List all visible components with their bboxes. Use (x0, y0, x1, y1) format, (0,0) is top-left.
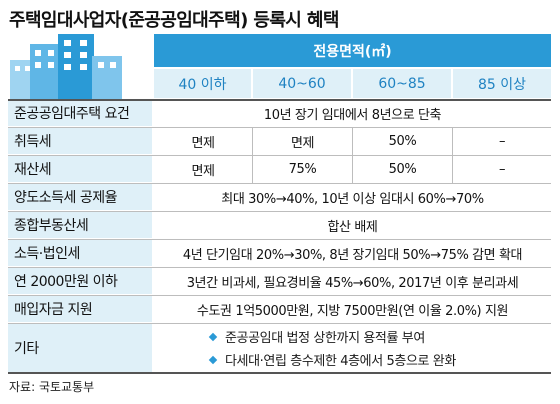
area-col-4: 85 이상 (453, 69, 551, 98)
diamond-bullet-icon (208, 332, 218, 341)
cell-property-tax-2: 75% (288, 162, 317, 177)
cell-property-tax-3: 50% (388, 162, 417, 177)
list-item: 준공공임대 법정 상한까지 용적률 부여 (208, 325, 456, 348)
cell-transfer-tax: 최대 30%→40%, 10년 이상 임대시 60%→70% (221, 192, 484, 207)
cell-property-tax-1: 면제 (191, 164, 215, 179)
area-col-3: 60~85 (353, 69, 451, 98)
row-label-rental-income: 연 2000만원 이하 (8, 268, 152, 294)
cell-acquisition-tax-3: 50% (388, 134, 417, 149)
row-label-requirement: 준공공임대주택 요건 (8, 100, 152, 126)
source-note: 자료: 국토교통부 (9, 380, 95, 394)
cell-acquisition-tax-4: – (498, 134, 506, 149)
row-label-income-tax: 소득·법인세 (8, 240, 152, 266)
row-label-purchase-fund: 매입자금 지원 (8, 296, 152, 322)
apartment-buildings-icon (10, 34, 122, 102)
area-header: 전용면적(㎡) (154, 34, 551, 67)
row-label-real-estate-tax: 종합부동산세 (8, 212, 152, 238)
list-item: 다세대·연립 층수제한 4층에서 5층으로 완화 (208, 348, 456, 371)
row-label-property-tax: 재산세 (8, 156, 152, 182)
cell-requirement: 10년 장기 임대에서 8년으로 단축 (263, 108, 442, 123)
area-col-1: 40 이하 (154, 69, 251, 98)
diamond-bullet-icon (208, 355, 218, 364)
cell-acquisition-tax-1: 면제 (191, 136, 215, 151)
etc-item-text: 준공공임대 법정 상한까지 용적률 부여 (225, 331, 425, 346)
page-title: 주택임대사업자(준공공임대주택) 등록시 혜택 (9, 10, 339, 31)
cell-rental-income: 3년간 비과세, 필요경비율 45%→60%, 2017년 이후 분리과세 (186, 276, 519, 291)
row-label-etc: 기타 (8, 324, 152, 372)
area-col-2: 40~60 (253, 69, 351, 98)
cell-property-tax-4: – (498, 162, 506, 177)
cell-purchase-fund: 수도권 1억5000만원, 지방 7500만원(연 이율 2.0%) 지원 (196, 304, 509, 319)
cell-income-tax: 4년 단기임대 20%→30%, 8년 장기임대 50%→75% 감면 확대 (182, 248, 523, 263)
row-label-transfer-tax: 양도소득세 공제율 (8, 184, 152, 210)
etc-list: 준공공임대 법정 상한까지 용적률 부여 다세대·연립 층수제한 4층에서 5층… (208, 325, 456, 371)
etc-item-text: 다세대·연립 층수제한 4층에서 5층으로 완화 (225, 354, 456, 369)
row-label-acquisition-tax: 취득세 (8, 128, 152, 154)
cell-acquisition-tax-2: 면제 (290, 136, 315, 151)
cell-real-estate-tax: 합산 배제 (327, 220, 378, 235)
